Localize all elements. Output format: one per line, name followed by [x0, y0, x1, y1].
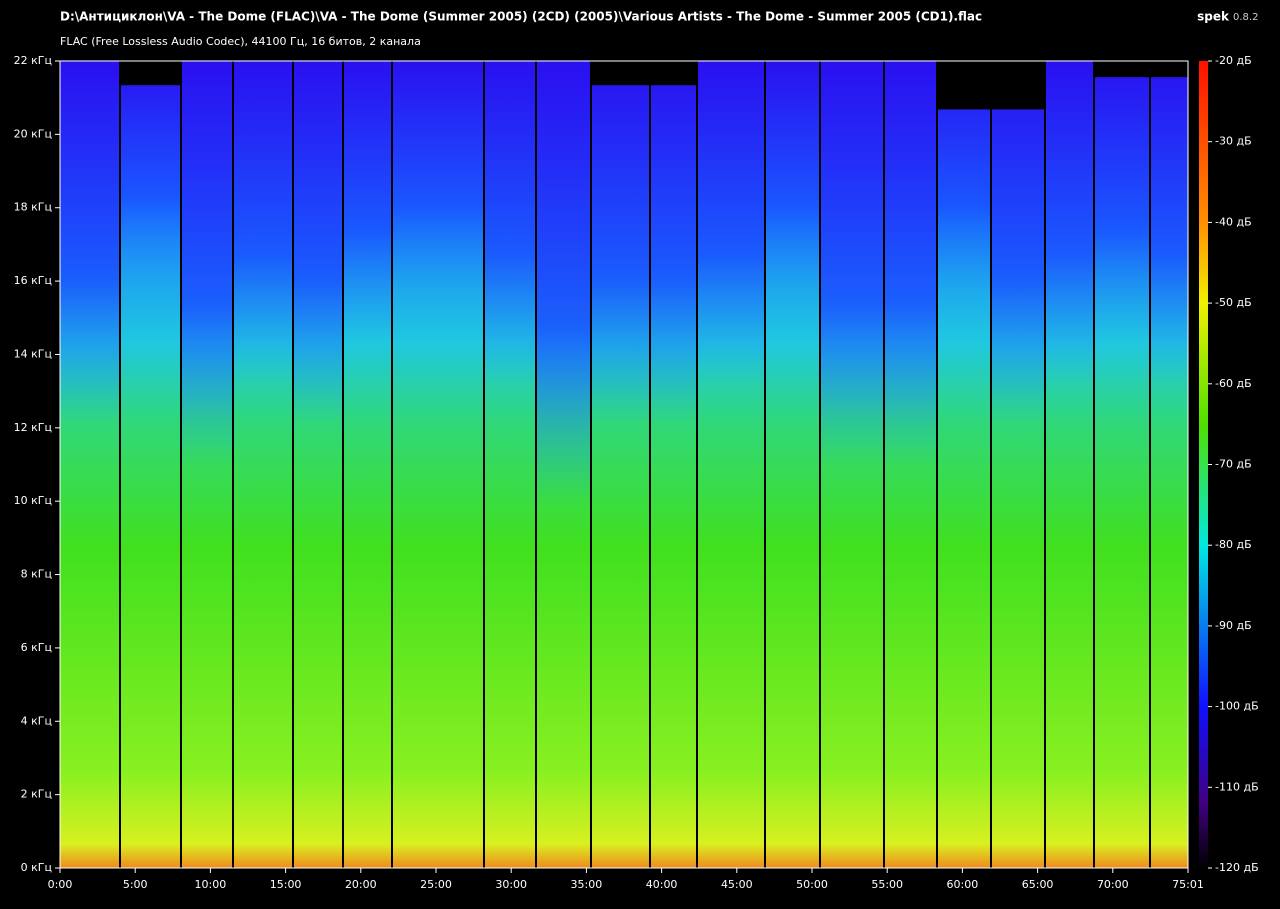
db-label: -40 дБ — [1215, 215, 1252, 228]
x-tick-label: 25:00 — [420, 878, 452, 891]
y-tick-label: 20 кГц — [14, 127, 52, 140]
track-high-band — [392, 61, 484, 304]
x-tick-label: 75:01 — [1172, 878, 1204, 891]
db-label: -20 дБ — [1215, 54, 1252, 67]
track-high-band — [536, 61, 591, 505]
track-cutoff — [1094, 61, 1150, 78]
plot-frame — [59, 60, 1189, 869]
track-cutoff — [937, 61, 991, 110]
color-bar — [1199, 61, 1208, 868]
track-gap — [342, 61, 344, 868]
db-label: -90 дБ — [1215, 619, 1252, 632]
y-tick-label: 10 кГц — [14, 494, 52, 507]
track-gap — [819, 61, 821, 868]
track-high-band — [991, 61, 1045, 425]
track-gap — [1044, 61, 1046, 868]
track-high-band — [293, 61, 343, 425]
track-gap — [590, 61, 592, 868]
db-label: -70 дБ — [1215, 458, 1252, 471]
y-tick-label: 2 кГц — [21, 788, 52, 801]
track-high-band — [181, 61, 233, 465]
x-tick-label: 50:00 — [796, 878, 828, 891]
format-info: FLAC (Free Lossless Audio Codec), 44100 … — [60, 35, 421, 48]
db-label: -80 дБ — [1215, 538, 1252, 551]
y-tick-label: 14 кГц — [14, 347, 52, 360]
db-label: -100 дБ — [1215, 700, 1259, 713]
track-high-band — [233, 61, 293, 384]
track-gap — [232, 61, 234, 868]
track-high-band — [884, 61, 937, 465]
file-path: D:\Антициклон\VA - The Dome (FLAC)\VA - … — [60, 10, 982, 24]
track-high-band — [650, 61, 697, 425]
x-tick-label: 0:00 — [48, 878, 73, 891]
x-tick-label: 15:00 — [270, 878, 302, 891]
track-gap — [696, 61, 698, 868]
track-high-band — [120, 61, 181, 287]
track-high-band — [765, 61, 820, 304]
track-gap — [391, 61, 393, 868]
spectrogram — [60, 61, 1188, 868]
x-tick-label: 40:00 — [646, 878, 678, 891]
x-tick-label: 5:00 — [123, 878, 148, 891]
track-high-band — [820, 61, 884, 465]
track-gap — [292, 61, 294, 868]
track-cutoff — [650, 61, 697, 86]
y-tick-label: 8 кГц — [21, 568, 52, 581]
x-tick-label: 60:00 — [947, 878, 979, 891]
track-high-band — [484, 61, 536, 384]
db-label: -60 дБ — [1215, 377, 1252, 390]
y-tick-label: 18 кГц — [14, 201, 52, 214]
track-gap — [1149, 61, 1151, 868]
x-tick-label: 30:00 — [495, 878, 527, 891]
track-gap — [535, 61, 537, 868]
track-high-band — [697, 61, 765, 384]
x-tick-label: 70:00 — [1097, 878, 1129, 891]
x-tick-label: 65:00 — [1022, 878, 1054, 891]
track-gap — [990, 61, 992, 868]
track-cutoff — [991, 61, 1045, 110]
track-high-band — [343, 61, 392, 344]
y-tick-label: 12 кГц — [14, 421, 52, 434]
track-cutoff — [120, 61, 181, 86]
track-gap — [180, 61, 182, 868]
app-version: 0.8.2 — [1233, 12, 1258, 23]
track-gap — [483, 61, 485, 868]
track-high-band — [1045, 61, 1094, 384]
track-high-band — [1150, 61, 1188, 384]
track-gap — [936, 61, 938, 868]
y-tick-label: 0 кГц — [21, 861, 52, 874]
db-label: -30 дБ — [1215, 135, 1252, 148]
x-tick-label: 35:00 — [571, 878, 603, 891]
x-tick-label: 10:00 — [195, 878, 227, 891]
app-name: spek — [1197, 10, 1230, 24]
track-gap — [883, 61, 885, 868]
y-tick-label: 16 кГц — [14, 274, 52, 287]
y-tick-label: 22 кГц — [14, 54, 52, 67]
y-tick-label: 6 кГц — [21, 641, 52, 654]
track-high-band — [591, 61, 650, 425]
x-tick-label: 55:00 — [871, 878, 903, 891]
track-gap — [1093, 61, 1095, 868]
y-tick-label: 4 кГц — [21, 714, 52, 727]
db-label: -120 дБ — [1215, 861, 1259, 874]
track-cutoff — [1150, 61, 1188, 78]
track-gap — [119, 61, 121, 868]
track-high-band — [1094, 61, 1150, 344]
x-tick-label: 20:00 — [345, 878, 377, 891]
db-label: -50 дБ — [1215, 296, 1252, 309]
x-tick-label: 45:00 — [721, 878, 753, 891]
track-high-band — [60, 61, 120, 425]
track-gap — [764, 61, 766, 868]
track-cutoff — [591, 61, 650, 86]
track-gap — [649, 61, 651, 868]
db-label: -110 дБ — [1215, 780, 1259, 793]
